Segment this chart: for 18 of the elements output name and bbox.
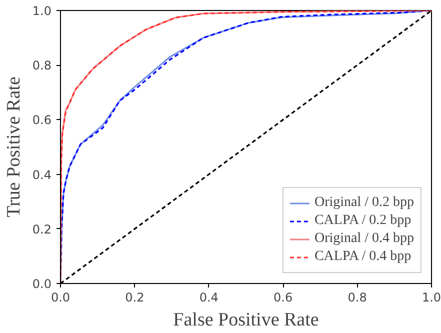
y-tick-label: 0.8	[32, 58, 52, 73]
legend-label: Original / 0.4 bpp	[314, 230, 414, 248]
y-tick-label: 0.6	[32, 113, 52, 128]
y-tick-label: 0.4	[32, 168, 52, 182]
y-tick-label: 0.2	[32, 222, 52, 236]
y-axis-title: True Positive Rate	[3, 76, 24, 218]
legend-label: Original / 0.2 bpp	[314, 194, 414, 212]
legend-label: CALPA / 0.4 bpp	[314, 248, 412, 266]
x-tick-label: 1.0	[422, 290, 441, 304]
y-tick-label: 1.0	[32, 4, 52, 18]
y-tick-label: 0.0	[32, 277, 52, 291]
x-tick-label: 0.0	[50, 290, 70, 304]
x-tick-label: 0.2	[125, 290, 144, 304]
legend-label: CALPA / 0.2 bpp	[314, 212, 412, 230]
x-tick-label: 0.6	[274, 290, 293, 304]
x-tick-label: 0.4	[199, 290, 218, 304]
x-tick-label: 0.8	[348, 290, 367, 304]
x-axis-title: False Positive Rate	[173, 310, 319, 330]
